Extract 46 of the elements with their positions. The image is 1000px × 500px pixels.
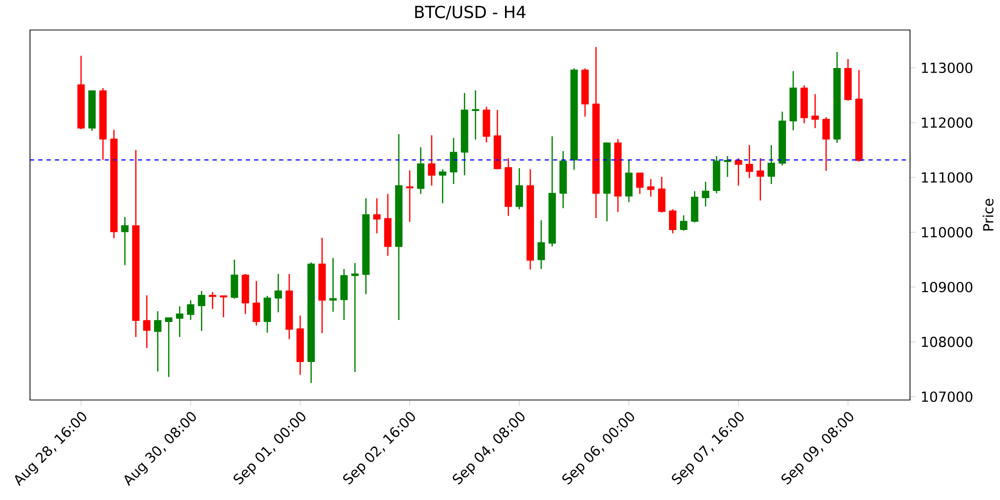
candlestick <box>143 294 150 349</box>
y-tick-label: 107000 <box>922 391 972 402</box>
candlestick <box>438 168 446 204</box>
y-tick-label: 108000 <box>922 336 972 348</box>
y-tick-label: 113000 <box>922 62 972 74</box>
candlestick <box>264 295 272 334</box>
candlestick <box>702 181 710 208</box>
candlestick <box>724 155 732 178</box>
candlestick <box>756 158 764 202</box>
candlestick <box>516 168 524 210</box>
y-tick-label: 111000 <box>922 172 972 183</box>
candlestick <box>450 137 458 185</box>
candlestick <box>625 159 633 203</box>
candlestick <box>472 90 480 140</box>
candlestick <box>647 178 654 198</box>
candlestick <box>176 306 184 338</box>
candlestick <box>428 134 436 186</box>
candlestick <box>329 257 337 312</box>
candlestick <box>186 300 194 321</box>
candlestick <box>538 220 545 270</box>
candlestick <box>658 176 666 214</box>
candlestick <box>636 172 644 195</box>
candlestick <box>220 295 228 318</box>
candlestick <box>208 291 216 310</box>
candlestick <box>734 158 742 186</box>
candlestick <box>165 317 172 378</box>
candlestick <box>822 116 830 172</box>
y-tick-label: 110000 <box>922 227 972 238</box>
y-tick-label: 112000 <box>922 117 972 128</box>
candlestick <box>154 310 162 372</box>
candlestick <box>274 273 282 313</box>
candlestick <box>373 198 381 234</box>
candlestick <box>746 144 754 179</box>
candlestick <box>669 208 676 234</box>
candlestick <box>230 259 238 300</box>
y-tick-label: 109000 <box>922 282 972 292</box>
candlestick <box>198 290 206 332</box>
candlestick <box>680 214 688 232</box>
y-axis-title: Price <box>982 198 994 231</box>
candlestick <box>811 94 819 129</box>
chart-title: BTC/USD - H4 <box>415 6 526 20</box>
candlestick <box>121 216 129 266</box>
candlestick <box>406 170 414 222</box>
candlestick <box>252 280 260 326</box>
candlestick <box>768 144 776 185</box>
candlestick <box>351 262 359 373</box>
